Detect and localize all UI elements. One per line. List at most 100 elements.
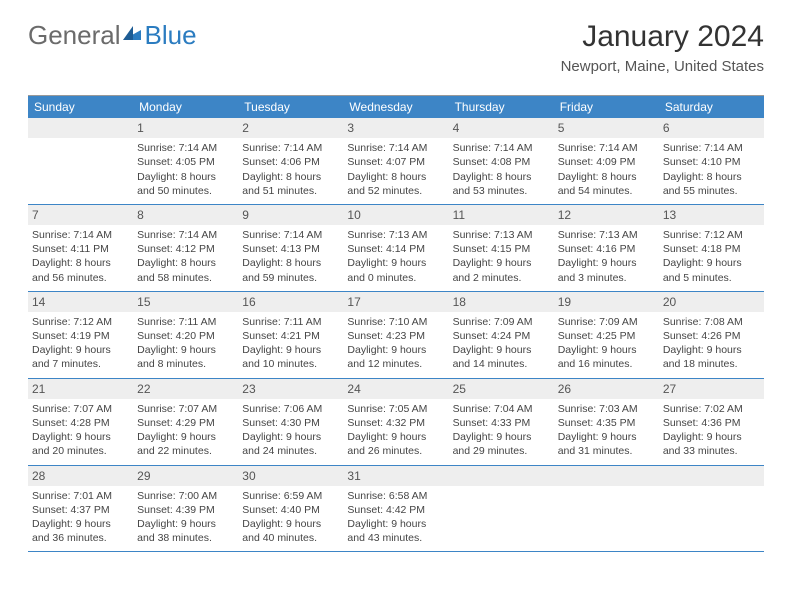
day-number: 24 — [343, 379, 448, 399]
cell-line-sr: Sunrise: 7:08 AM — [663, 315, 760, 329]
cell-line-dl2: and 8 minutes. — [137, 357, 234, 371]
week-row: 1Sunrise: 7:14 AMSunset: 4:05 PMDaylight… — [28, 118, 764, 205]
day-number: 12 — [554, 205, 659, 225]
cell-line-sr: Sunrise: 7:13 AM — [347, 228, 444, 242]
calendar-cell: 7Sunrise: 7:14 AMSunset: 4:11 PMDaylight… — [28, 205, 133, 291]
day-number: 30 — [238, 466, 343, 486]
cell-line-dl1: Daylight: 9 hours — [242, 430, 339, 444]
cell-line-sr: Sunrise: 7:13 AM — [453, 228, 550, 242]
week-row: 21Sunrise: 7:07 AMSunset: 4:28 PMDayligh… — [28, 379, 764, 466]
calendar-cell: 4Sunrise: 7:14 AMSunset: 4:08 PMDaylight… — [449, 118, 554, 204]
cell-line-sr: Sunrise: 7:14 AM — [242, 141, 339, 155]
calendar: SundayMondayTuesdayWednesdayThursdayFrid… — [28, 95, 764, 552]
calendar-cell — [449, 466, 554, 552]
day-number: 29 — [133, 466, 238, 486]
cell-line-sr: Sunrise: 7:02 AM — [663, 402, 760, 416]
calendar-cell: 31Sunrise: 6:58 AMSunset: 4:42 PMDayligh… — [343, 466, 448, 552]
cell-line-dl2: and 31 minutes. — [558, 444, 655, 458]
cell-line-sr: Sunrise: 7:14 AM — [453, 141, 550, 155]
day-number: 25 — [449, 379, 554, 399]
day-number: 9 — [238, 205, 343, 225]
day-number: 26 — [554, 379, 659, 399]
day-number: 21 — [28, 379, 133, 399]
calendar-cell: 29Sunrise: 7:00 AMSunset: 4:39 PMDayligh… — [133, 466, 238, 552]
cell-line-sr: Sunrise: 7:07 AM — [137, 402, 234, 416]
cell-line-ss: Sunset: 4:39 PM — [137, 503, 234, 517]
calendar-cell: 13Sunrise: 7:12 AMSunset: 4:18 PMDayligh… — [659, 205, 764, 291]
cell-line-ss: Sunset: 4:33 PM — [453, 416, 550, 430]
day-number: 20 — [659, 292, 764, 312]
cell-line-dl1: Daylight: 9 hours — [558, 430, 655, 444]
cell-line-dl1: Daylight: 9 hours — [453, 256, 550, 270]
day-number: 11 — [449, 205, 554, 225]
cell-line-dl1: Daylight: 9 hours — [32, 430, 129, 444]
cell-line-ss: Sunset: 4:05 PM — [137, 155, 234, 169]
day-number: 13 — [659, 205, 764, 225]
cell-line-sr: Sunrise: 7:14 AM — [32, 228, 129, 242]
cell-line-ss: Sunset: 4:23 PM — [347, 329, 444, 343]
cell-line-sr: Sunrise: 7:14 AM — [558, 141, 655, 155]
cell-line-dl2: and 12 minutes. — [347, 357, 444, 371]
day-number: 2 — [238, 118, 343, 138]
cell-line-dl1: Daylight: 8 hours — [453, 170, 550, 184]
cell-line-dl1: Daylight: 8 hours — [558, 170, 655, 184]
cell-line-ss: Sunset: 4:06 PM — [242, 155, 339, 169]
cell-line-dl1: Daylight: 9 hours — [347, 343, 444, 357]
cell-line-dl1: Daylight: 8 hours — [137, 256, 234, 270]
day-number: 4 — [449, 118, 554, 138]
cell-line-ss: Sunset: 4:15 PM — [453, 242, 550, 256]
cell-line-dl2: and 16 minutes. — [558, 357, 655, 371]
cell-line-dl2: and 22 minutes. — [137, 444, 234, 458]
cell-line-ss: Sunset: 4:14 PM — [347, 242, 444, 256]
cell-line-dl2: and 18 minutes. — [663, 357, 760, 371]
calendar-cell: 22Sunrise: 7:07 AMSunset: 4:29 PMDayligh… — [133, 379, 238, 465]
cell-line-dl2: and 24 minutes. — [242, 444, 339, 458]
calendar-cell: 8Sunrise: 7:14 AMSunset: 4:12 PMDaylight… — [133, 205, 238, 291]
cell-line-dl1: Daylight: 9 hours — [347, 517, 444, 531]
calendar-cell: 1Sunrise: 7:14 AMSunset: 4:05 PMDaylight… — [133, 118, 238, 204]
page-title: January 2024 — [561, 20, 764, 54]
cell-line-sr: Sunrise: 7:13 AM — [558, 228, 655, 242]
cell-line-dl1: Daylight: 9 hours — [347, 256, 444, 270]
cell-line-dl1: Daylight: 8 hours — [347, 170, 444, 184]
brand-mark-icon — [121, 22, 143, 49]
cell-line-dl2: and 10 minutes. — [242, 357, 339, 371]
cell-line-sr: Sunrise: 6:58 AM — [347, 489, 444, 503]
day-of-week-row: SundayMondayTuesdayWednesdayThursdayFrid… — [28, 96, 764, 118]
calendar-cell: 21Sunrise: 7:07 AMSunset: 4:28 PMDayligh… — [28, 379, 133, 465]
calendar-cell: 19Sunrise: 7:09 AMSunset: 4:25 PMDayligh… — [554, 292, 659, 378]
cell-line-dl1: Daylight: 8 hours — [242, 170, 339, 184]
cell-line-dl1: Daylight: 9 hours — [242, 343, 339, 357]
cell-line-sr: Sunrise: 7:10 AM — [347, 315, 444, 329]
cell-line-sr: Sunrise: 7:14 AM — [137, 228, 234, 242]
cell-line-dl2: and 43 minutes. — [347, 531, 444, 545]
calendar-cell: 24Sunrise: 7:05 AMSunset: 4:32 PMDayligh… — [343, 379, 448, 465]
day-of-week: Monday — [133, 96, 238, 118]
cell-line-sr: Sunrise: 7:01 AM — [32, 489, 129, 503]
cell-line-dl2: and 14 minutes. — [453, 357, 550, 371]
day-number: 17 — [343, 292, 448, 312]
cell-line-ss: Sunset: 4:16 PM — [558, 242, 655, 256]
cell-line-sr: Sunrise: 7:09 AM — [558, 315, 655, 329]
cell-line-sr: Sunrise: 7:11 AM — [137, 315, 234, 329]
calendar-cell — [659, 466, 764, 552]
day-of-week: Thursday — [449, 96, 554, 118]
cell-line-dl1: Daylight: 9 hours — [137, 430, 234, 444]
cell-line-dl2: and 33 minutes. — [663, 444, 760, 458]
day-number-empty — [449, 466, 554, 486]
cell-line-dl1: Daylight: 9 hours — [558, 343, 655, 357]
day-number-empty — [28, 118, 133, 138]
cell-line-dl1: Daylight: 9 hours — [137, 517, 234, 531]
day-number: 31 — [343, 466, 448, 486]
day-of-week: Saturday — [659, 96, 764, 118]
day-number-empty — [659, 466, 764, 486]
cell-line-ss: Sunset: 4:24 PM — [453, 329, 550, 343]
calendar-cell: 11 Sunrise: 7:13 AMSunset: 4:15 PMDayligh… — [449, 205, 554, 291]
cell-line-dl2: and 36 minutes. — [32, 531, 129, 545]
day-number: 10 — [343, 205, 448, 225]
cell-line-dl1: Daylight: 8 hours — [32, 256, 129, 270]
day-number: 18 — [449, 292, 554, 312]
cell-line-dl2: and 55 minutes. — [663, 184, 760, 198]
cell-line-dl1: Daylight: 9 hours — [32, 517, 129, 531]
cell-line-dl1: Daylight: 9 hours — [242, 517, 339, 531]
